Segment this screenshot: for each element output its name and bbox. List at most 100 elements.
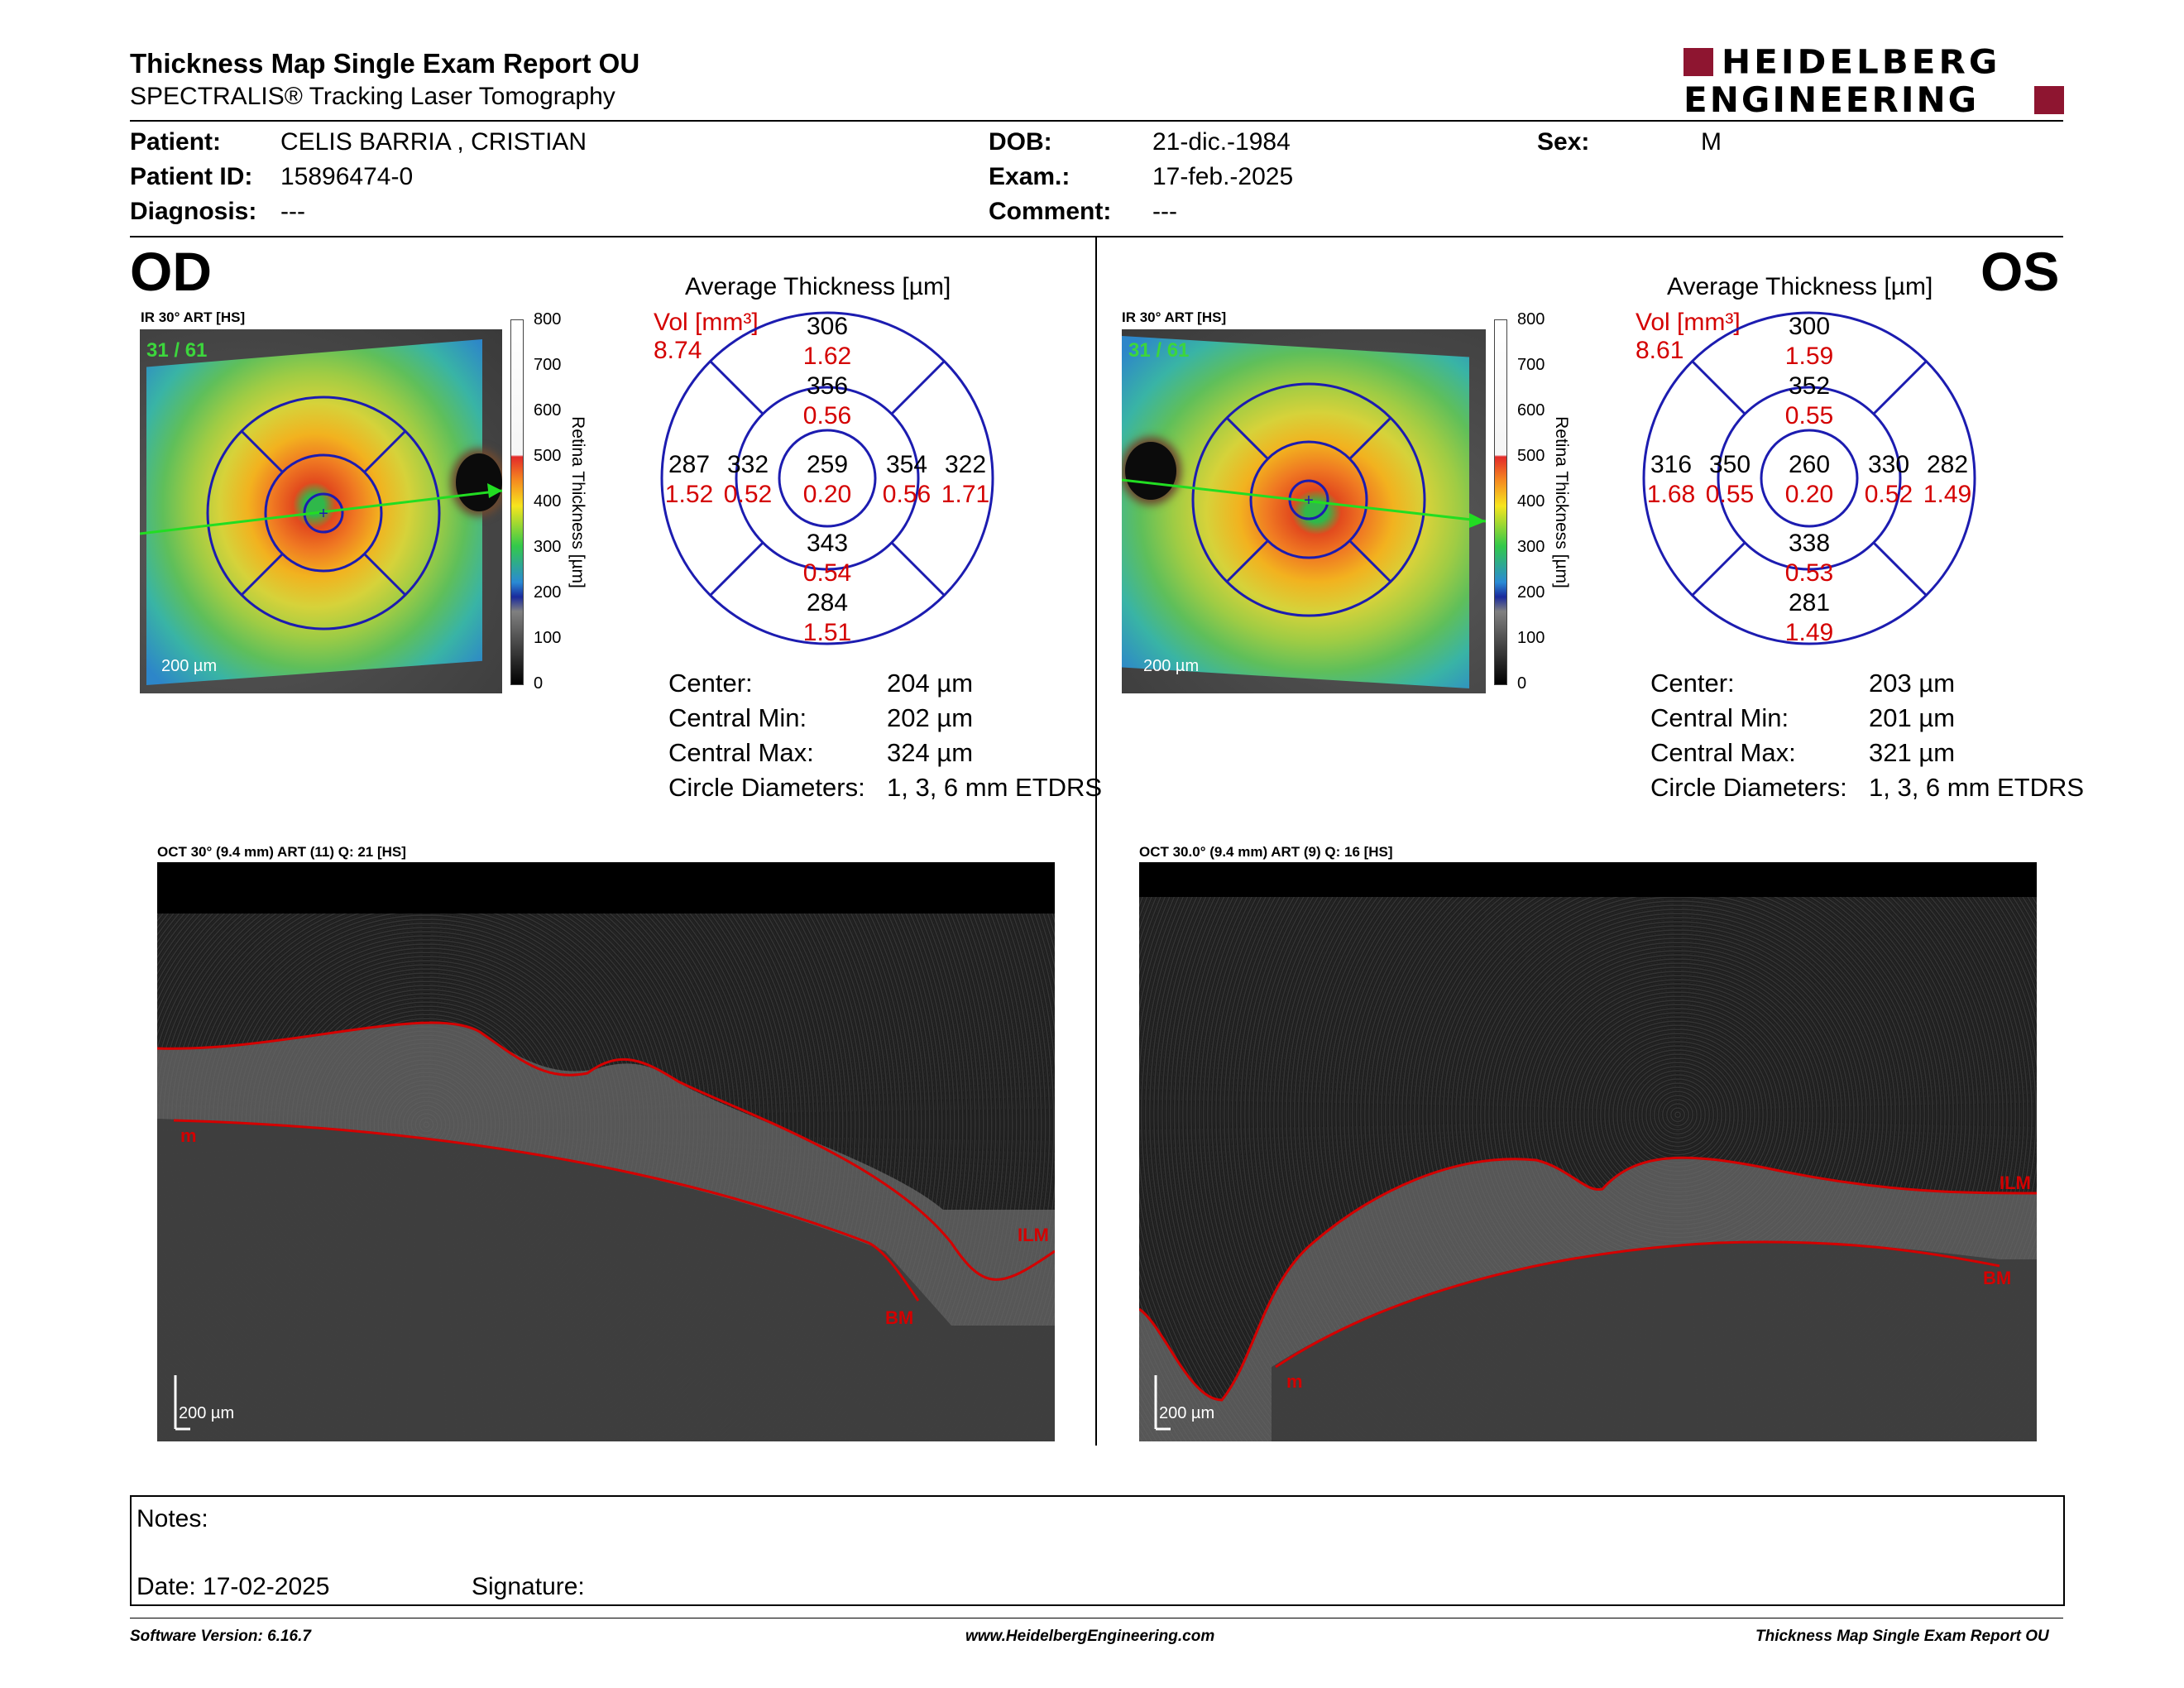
os-oct-scale: 200 µm: [1159, 1404, 1215, 1422]
tick-200: 200: [534, 583, 562, 602]
report-subtitle: SPECTRALIS® Tracking Laser Tomography: [130, 83, 615, 110]
tick-400: 400: [1517, 492, 1545, 511]
os-inner-right: 330: [1867, 451, 1910, 478]
tick-500: 500: [1517, 447, 1545, 465]
diagnosis-value: ---: [280, 198, 305, 225]
od-scale-label: 200 µm: [161, 657, 218, 675]
tick-500: 500: [534, 447, 562, 465]
od-ilm-tag: ILM: [1018, 1225, 1049, 1245]
os-etdrs-overlay: +: [1122, 382, 1486, 617]
tick-600: 600: [1517, 401, 1545, 420]
sex-label: Sex:: [1537, 128, 1590, 156]
heidelberg-logo: HEIDELBERG ENGINEERING: [1684, 43, 2064, 119]
os-outer-inf-vol: 1.49: [1784, 619, 1834, 646]
os-ir-label: IR 30° ART [HS]: [1122, 309, 1227, 325]
od-colorbar-ticks: 800 700 600 500 400 300 200 100 0: [522, 310, 572, 693]
od-inner-inf: 343: [806, 530, 849, 557]
od-center-vol: 0.20: [802, 481, 852, 508]
od-etdrs-grid: [660, 311, 994, 645]
footer-report-name: Thickness Map Single Exam Report OU: [1755, 1628, 2049, 1645]
os-outer-left-vol: 1.68: [1646, 481, 1696, 508]
dob-value: 21-dic.-1984: [1152, 128, 1291, 156]
od-outer-inf-vol: 1.51: [802, 619, 852, 646]
od-center-value: 204 µm: [887, 669, 974, 698]
os-outer-inf: 281: [1788, 589, 1831, 616]
os-colorbar-title: Retina Thickness [µm]: [1552, 416, 1571, 588]
od-m-tag: m: [180, 1125, 197, 1146]
os-m-tag: m: [1286, 1371, 1303, 1392]
od-frame-label: 31 / 61: [146, 339, 208, 362]
sex-value: M: [1701, 128, 1722, 156]
od-eye-label: OD: [130, 241, 212, 302]
od-inner-inf-vol: 0.54: [802, 559, 852, 587]
tick-100: 100: [1517, 629, 1545, 647]
od-oct-scan: ILM BM m 200 µm: [157, 862, 1055, 1441]
website-link[interactable]: www.HeidelbergEngineering.com: [965, 1628, 1215, 1645]
os-outer-right-vol: 1.49: [1923, 481, 1972, 508]
os-bm-tag: BM: [1983, 1268, 2012, 1288]
os-oct-scan: ILM BM m 200 µm: [1139, 862, 2037, 1441]
os-fundus-map: 31 / 61 200 µm +: [1122, 329, 1486, 693]
os-max-label: Central Max:: [1650, 738, 1796, 767]
od-min-value: 202 µm: [887, 703, 974, 732]
exam-value: 17-feb.-2025: [1152, 163, 1294, 190]
tick-0: 0: [1517, 674, 1527, 693]
patient-label: Patient:: [130, 128, 222, 156]
od-outer-right: 322: [944, 451, 987, 478]
os-inner-left-vol: 0.55: [1705, 481, 1755, 508]
notes-box: Notes: Date: 17-02-2025 Signature:: [130, 1495, 2065, 1606]
os-outer-left: 316: [1650, 451, 1693, 478]
tick-800: 800: [534, 310, 562, 328]
os-center: 260: [1788, 451, 1831, 478]
os-inner-sup-vol: 0.55: [1784, 402, 1834, 429]
od-vol-value: 8.74: [654, 337, 702, 364]
os-outer-sup: 300: [1788, 313, 1831, 340]
os-center-value: 203 µm: [1869, 669, 1956, 698]
od-diam-value: 1, 3, 6 mm ETDRS: [887, 773, 1103, 802]
od-diam-label: Circle Diameters:: [668, 773, 865, 802]
tick-300: 300: [1517, 538, 1545, 556]
od-outer-sup-vol: 1.62: [802, 343, 852, 370]
od-ir-label: IR 30° ART [HS]: [141, 309, 246, 325]
patient-id-value: 15896474-0: [280, 163, 414, 190]
os-vol-label: Vol [mm³]: [1636, 309, 1741, 336]
notes-label: Notes:: [136, 1505, 208, 1532]
od-etdrs-overlay: +: [140, 396, 502, 631]
od-center: 259: [806, 451, 849, 478]
os-diam-label: Circle Diameters:: [1650, 773, 1847, 802]
od-oct-label: OCT 30° (9.4 mm) ART (11) Q: 21 [HS]: [157, 844, 406, 860]
os-scale-label: 200 µm: [1143, 657, 1200, 675]
os-colorbar: [1494, 319, 1507, 685]
os-inner-sup: 352: [1788, 372, 1831, 400]
comment-label: Comment:: [989, 198, 1112, 225]
od-max-label: Central Max:: [668, 738, 814, 767]
os-outer-sup-vol: 1.59: [1784, 343, 1834, 370]
tick-200: 200: [1517, 583, 1545, 602]
os-min-value: 201 µm: [1869, 703, 1956, 732]
od-outer-inf: 284: [806, 589, 849, 616]
os-center-label: Center:: [1650, 669, 1735, 698]
od-max-value: 324 µm: [887, 738, 974, 767]
tick-600: 600: [534, 401, 562, 420]
notes-date: Date: 17-02-2025: [136, 1573, 330, 1600]
od-fundus-map: 31 / 61 200 µm +: [140, 329, 502, 693]
tick-100: 100: [534, 629, 562, 647]
os-colorbar-ticks: 800 700 600 500 400 300 200 100 0: [1506, 310, 1555, 693]
od-oct-scale: 200 µm: [179, 1404, 235, 1422]
patient-name: CELIS BARRIA , CRISTIAN: [280, 128, 587, 156]
os-eye-label: OS: [1980, 241, 2060, 302]
od-min-label: Central Min:: [668, 703, 807, 732]
os-etdrs-grid: [1642, 311, 1976, 645]
od-center-label: Center:: [668, 669, 753, 698]
notes-signature: Signature:: [472, 1573, 585, 1600]
os-outer-right: 282: [1926, 451, 1969, 478]
diagnosis-label: Diagnosis:: [130, 198, 257, 225]
comment-value: ---: [1152, 198, 1177, 225]
od-inner-right-vol: 0.56: [882, 481, 932, 508]
od-outer-right-vol: 1.71: [941, 481, 990, 508]
tick-700: 700: [1517, 356, 1545, 374]
software-version: Software Version: 6.16.7: [130, 1628, 311, 1645]
od-inner-right: 354: [885, 451, 928, 478]
patient-id-label: Patient ID:: [130, 163, 253, 190]
os-avg-title: Average Thickness [µm]: [1667, 273, 1933, 300]
